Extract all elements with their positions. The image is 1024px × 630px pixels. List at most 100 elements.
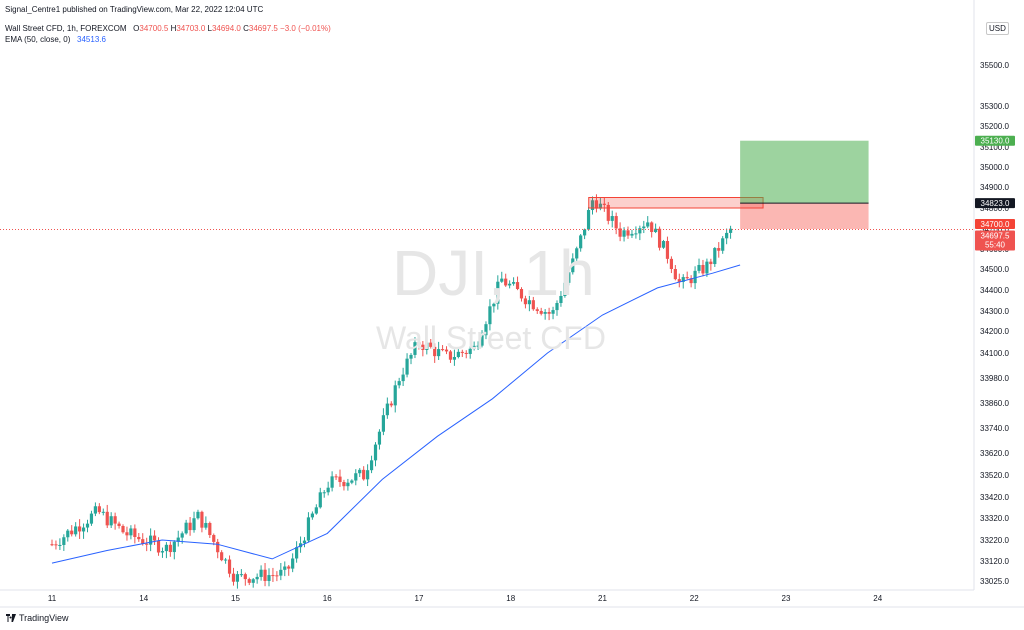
candle-body (598, 203, 602, 209)
candle-body (58, 544, 62, 546)
candle-body (208, 522, 212, 536)
candle-body (728, 228, 733, 233)
price-tick-label: 34100.0 (980, 349, 1009, 358)
time-tick-label: 24 (873, 594, 882, 603)
candle-body (85, 523, 90, 528)
candle-body (314, 507, 318, 514)
candle-body (646, 222, 650, 227)
candle-body (350, 480, 354, 483)
price-tick-label: 33620.0 (980, 449, 1009, 458)
candle-body (381, 415, 386, 432)
ema-line (51, 264, 741, 564)
candle-body (74, 526, 78, 535)
price-tick-label: 34400.0 (980, 286, 1009, 295)
candle-body (156, 540, 161, 553)
candle-body (602, 203, 606, 205)
candle-body (216, 541, 220, 553)
candle-body (89, 513, 94, 524)
candle-body (247, 579, 251, 583)
candle-body (97, 506, 101, 513)
candle-body (527, 300, 531, 305)
candle-body (563, 282, 567, 296)
candle-body (346, 482, 350, 487)
candle-body (322, 492, 326, 494)
candle-body (342, 482, 346, 487)
candle-body (452, 357, 457, 360)
candle-body (725, 232, 729, 239)
legend-main-series[interactable]: Wall Street CFD, 1h, FOREXCOM O34700.5 H… (5, 24, 331, 33)
candle-body (468, 348, 472, 354)
candle-body (677, 279, 681, 282)
candle-body (701, 264, 705, 274)
price-tick-label: 33520.0 (980, 471, 1009, 480)
time-tick-label: 17 (415, 594, 424, 603)
candle-body (583, 229, 587, 236)
candle-body (373, 444, 378, 461)
candle-body (401, 374, 405, 382)
candle-body (354, 473, 358, 481)
legend-ema[interactable]: EMA (50, close, 0) 34513.6 (5, 35, 106, 44)
candle-body (377, 431, 382, 445)
stop-zone (740, 203, 869, 229)
watermark-symbol: DJI, 1h (392, 237, 595, 309)
price-tick-label: 33220.0 (980, 536, 1009, 545)
candle-body (141, 539, 145, 544)
candle-body (164, 544, 169, 552)
price-tick-label: 34900.0 (980, 183, 1009, 192)
candle-body (472, 345, 476, 349)
candle-body (523, 298, 528, 305)
candle-body (188, 522, 192, 531)
candle-body (511, 282, 516, 284)
price-tick-label: 34300.0 (980, 307, 1009, 316)
candle-body (488, 306, 492, 325)
candle-body (105, 511, 109, 526)
ohlc-close: C34697.5 (243, 24, 278, 33)
candle-body (389, 403, 393, 406)
candle-body (125, 532, 129, 536)
candle-body (476, 345, 480, 347)
candle-body (673, 269, 677, 280)
candle-body (220, 552, 224, 561)
candle-body (440, 349, 445, 351)
candle-body (302, 540, 307, 544)
candle-body (444, 349, 449, 352)
candle-body (559, 295, 563, 304)
candle-body (275, 575, 279, 577)
publisher-line: Signal_Centre1 published on TradingView.… (5, 5, 263, 14)
candle-body (594, 200, 599, 209)
candle-body (555, 303, 559, 311)
candle-body (433, 346, 437, 357)
last-price-badge (975, 230, 1015, 251)
candle-body (291, 558, 295, 569)
price-tick-label: 34700.0 (980, 225, 1009, 234)
tradingview-branding[interactable]: TradingView (6, 613, 69, 623)
stop-price-badge-text: 34700.0 (981, 220, 1010, 229)
candle-body (93, 506, 97, 514)
candle-body (227, 559, 232, 574)
ohlc-high: H34703.0 (170, 24, 206, 33)
candle-body (405, 358, 409, 375)
candle-body (634, 233, 638, 235)
candle-body (654, 228, 658, 233)
candle-body (547, 312, 551, 314)
candle-body (117, 523, 121, 526)
candle-body (681, 277, 685, 282)
candle-body (500, 278, 504, 282)
candle-body (176, 537, 180, 542)
price-tick-label: 33320.0 (980, 514, 1009, 523)
candle-body (437, 349, 441, 357)
candle-body (661, 241, 666, 248)
candle-body (504, 278, 508, 286)
candle-body (571, 258, 575, 273)
currency-badge[interactable]: USD (986, 22, 1009, 35)
candle-body (310, 513, 314, 518)
candle-body (713, 248, 717, 265)
candle-body (66, 530, 70, 538)
time-tick-label: 15 (231, 594, 240, 603)
candle-body (306, 517, 311, 541)
candle-body (618, 228, 622, 237)
candle-body (448, 351, 453, 360)
candle-body (184, 522, 188, 534)
candle-body (358, 469, 362, 474)
